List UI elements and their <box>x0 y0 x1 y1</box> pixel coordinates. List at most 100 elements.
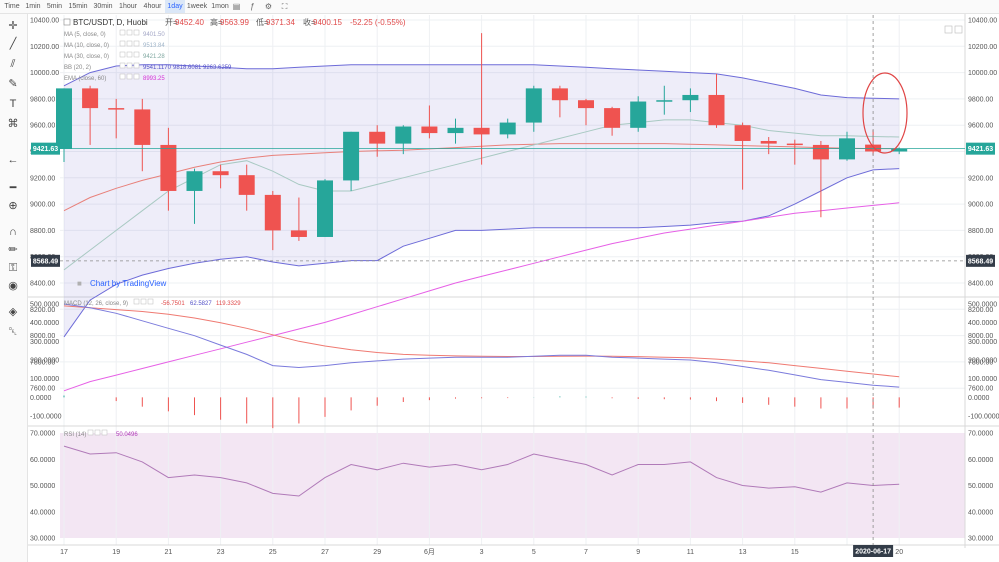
ruler-icon[interactable]: ━ <box>9 182 17 194</box>
macd-name: MACD (12, 26, close, 9) <box>64 301 128 307</box>
indicator-value: 9541.1170 <box>143 65 172 71</box>
price-tick-left: 9600.00 <box>30 123 55 130</box>
timeframe-30min[interactable]: 30min <box>93 3 113 10</box>
current-price-label-right: 9421.63 <box>968 146 993 153</box>
timeframe-bar: Time 1min 5min 15min 30min 1hour 4hour 1day 1wee… <box>0 0 999 14</box>
timeframe-15min[interactable]: 15min <box>68 3 88 10</box>
indicator-control-icon <box>126 29 133 36</box>
time-tick: 23 <box>217 549 225 556</box>
candle-body <box>630 101 647 128</box>
overlay: 9421.63 9421.63 8568.49 8568.49 2020-06-17 ■ C… <box>31 15 995 557</box>
rsi-band-fill <box>60 433 965 538</box>
price-tick-right: 9000.00 <box>968 202 993 209</box>
candle-body <box>264 194 281 231</box>
price-tick-right: 8200.00 <box>968 307 993 314</box>
bb-lower-line <box>63 168 900 338</box>
price-tick-left: 8800.00 <box>30 228 55 235</box>
pattern-icon[interactable]: ⌘ <box>7 118 19 130</box>
timeframe-1day[interactable]: 1day <box>165 0 185 13</box>
zoom-icon[interactable]: ⊕ <box>8 200 18 212</box>
indicator-control-icon <box>126 51 133 58</box>
rsi-tick-left: 40.0000 <box>30 509 55 516</box>
current-price-label-right-bg <box>966 142 995 155</box>
candle-body <box>812 144 829 160</box>
crosshair-price-label-right: 8568.49 <box>968 258 993 265</box>
indicator-name: BB (20, 2) <box>64 65 91 71</box>
brush-icon[interactable]: ✎ <box>8 78 18 90</box>
chart-type-icon[interactable]: ▤ <box>232 2 241 11</box>
crosshair-price-label-left-bg <box>31 254 60 267</box>
lock-icon[interactable]: ⚿ <box>8 262 18 274</box>
collapse-legend-icon <box>63 18 71 26</box>
candle-body <box>343 131 360 181</box>
change-value: -52.25 (-0.55%) <box>350 18 406 27</box>
crosshair-date-label: 2020-06-17 <box>855 549 891 556</box>
timeframe-1min[interactable]: 1min <box>25 3 41 10</box>
candle-body <box>447 127 464 134</box>
candle-body <box>708 94 725 126</box>
current-price-label-left-bg <box>31 142 60 155</box>
candle-body <box>525 88 542 123</box>
price-tick-right: 8400.00 <box>968 281 993 288</box>
crosshair-date-label-bg <box>853 545 894 557</box>
macd-tick-right: 100.0000 <box>968 376 997 383</box>
time-tick: 9 <box>636 549 640 556</box>
rsi-tick-left: 50.0000 <box>30 483 55 490</box>
macd-tick-right: -100.0000 <box>968 414 999 421</box>
indicator-value: 9401.50 <box>143 32 165 38</box>
candle-body <box>108 108 125 110</box>
time-tick: 15 <box>791 549 799 556</box>
timeframe-5min[interactable]: 5min <box>46 3 63 10</box>
indicator-control-icon <box>126 40 133 47</box>
candle-body <box>160 144 177 191</box>
indicator-control-icon <box>133 73 140 80</box>
crosshair-icon[interactable]: ✛ <box>8 20 18 32</box>
timeframe-1week[interactable]: 1week <box>186 3 208 10</box>
timeframe-1mon[interactable]: 1mon <box>211 3 229 10</box>
time-tick: 29 <box>373 549 381 556</box>
crosshair-price-label-right-bg <box>966 254 995 267</box>
lock-drawings-icon[interactable]: ✏ <box>8 244 18 256</box>
indicator-name: MA (10, close, 0) <box>64 43 109 49</box>
macd-tick-left: 0.0000 <box>30 395 52 402</box>
candle-body <box>186 171 203 191</box>
magnet-icon[interactable]: ∩ <box>9 226 17 238</box>
price-tick-right: 9600.00 <box>968 123 993 130</box>
highlight-circle <box>862 72 908 154</box>
fullscreen-icon[interactable]: ⛶ <box>281 2 288 11</box>
indicator-value: 9513.84 <box>143 43 165 49</box>
indicators-icon[interactable]: ƒ <box>250 2 255 11</box>
candle-body <box>317 180 333 237</box>
macd-control-icon <box>147 298 154 305</box>
macd-tick-left: 200.0000 <box>30 358 59 365</box>
macd-tick-left: 300.0000 <box>30 339 59 346</box>
timeframe-4hour[interactable]: 4hour <box>143 3 162 10</box>
pitchfork-icon[interactable]: ⫽ <box>10 58 16 70</box>
candle-body <box>786 143 803 146</box>
time-tick: 13 <box>739 549 747 556</box>
candle-body <box>421 126 438 134</box>
price-tick-left: 10000.00 <box>30 70 59 77</box>
arrow-icon[interactable]: ← <box>7 154 19 166</box>
candle-body <box>134 109 151 145</box>
text-icon[interactable]: T <box>9 98 17 110</box>
settings-icon[interactable]: ⚙ <box>264 2 273 11</box>
macd-tick-left: 400.0000 <box>30 320 59 327</box>
trash-icon[interactable]: ␡ <box>8 326 18 338</box>
eye-icon[interactable]: ◉ <box>8 280 18 292</box>
layers-icon[interactable]: ◈ <box>8 306 18 318</box>
indicator-control-icon <box>126 73 133 80</box>
symbol-title: BTC/USDT, D, Huobi <box>73 18 148 27</box>
timeframe-1hour[interactable]: 1hour <box>119 3 137 10</box>
candle-body <box>290 230 307 237</box>
macd-value: 62.5827 <box>190 301 212 307</box>
price-tick-right: 10000.00 <box>968 70 997 77</box>
trend-line-icon[interactable]: ╱ <box>9 38 17 50</box>
price-tick-left: 8000.00 <box>30 333 55 340</box>
rsi-tick-left: 60.0000 <box>30 457 55 464</box>
pane-maximize-icon <box>944 25 953 34</box>
time-tick: 11 <box>687 549 694 556</box>
timeframe-time[interactable]: Time <box>4 3 20 10</box>
price-tick-right: 10200.00 <box>968 44 997 51</box>
